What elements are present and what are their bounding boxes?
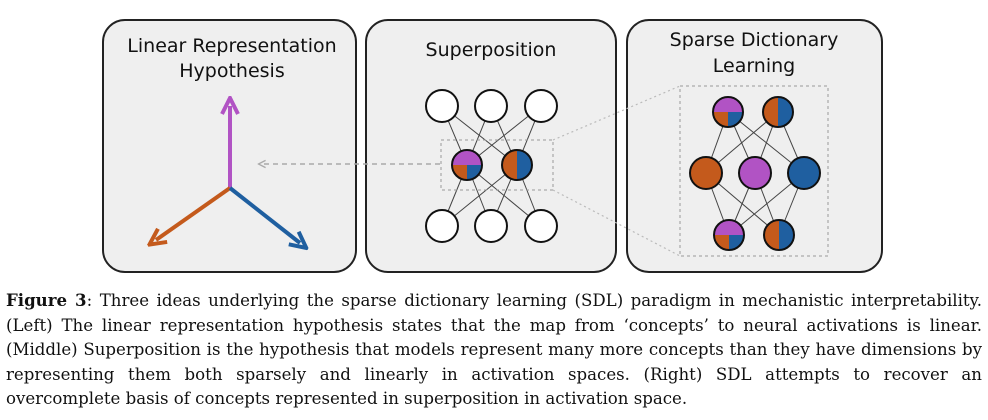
hidden-neuron-mixed bbox=[501, 149, 533, 181]
orange-arrow bbox=[156, 186, 232, 240]
sdl-input-neuron-mixed bbox=[762, 96, 794, 128]
left-title-line1: Linear Representation bbox=[127, 35, 336, 57]
feature-purple bbox=[738, 156, 772, 190]
superposition-zoom-box bbox=[440, 139, 554, 191]
concept-vectors bbox=[156, 106, 300, 243]
sdl-output-neuron-mixed bbox=[713, 219, 745, 251]
feature-blue bbox=[787, 156, 821, 190]
left-title-line2: Hypothesis bbox=[179, 60, 284, 82]
output-neuron bbox=[524, 209, 558, 243]
middle-title: Superposition bbox=[426, 39, 557, 61]
figure-caption: Figure 3: Three ideas underlying the spa… bbox=[6, 288, 982, 412]
zoom-line-bottom bbox=[552, 189, 681, 257]
right-title-line1: Sparse Dictionary bbox=[670, 29, 839, 51]
input-neuron bbox=[524, 89, 558, 123]
sdl-output-neuron-mixed bbox=[763, 219, 795, 251]
output-neuron bbox=[474, 209, 508, 243]
sdl-input-neuron-mixed bbox=[712, 96, 744, 128]
output-neuron bbox=[425, 209, 459, 243]
caption-label: Figure 3 bbox=[6, 290, 87, 310]
hidden-neuron-mixed bbox=[451, 149, 483, 181]
right-title-line2: Learning bbox=[713, 55, 796, 77]
feature-orange bbox=[689, 156, 723, 190]
figure-diagram: Linear Representation Hypothesis Superpo… bbox=[102, 19, 883, 273]
sdl-network bbox=[679, 85, 829, 257]
input-neuron bbox=[425, 89, 459, 123]
caption-text: : Three ideas underlying the sparse dict… bbox=[6, 291, 983, 409]
superposition-network bbox=[425, 89, 558, 243]
sdl-zoom-box bbox=[679, 85, 829, 257]
input-neuron bbox=[474, 89, 508, 123]
panel-right bbox=[626, 19, 883, 273]
blue-arrow bbox=[228, 186, 300, 243]
zoom-line-top bbox=[552, 85, 681, 141]
